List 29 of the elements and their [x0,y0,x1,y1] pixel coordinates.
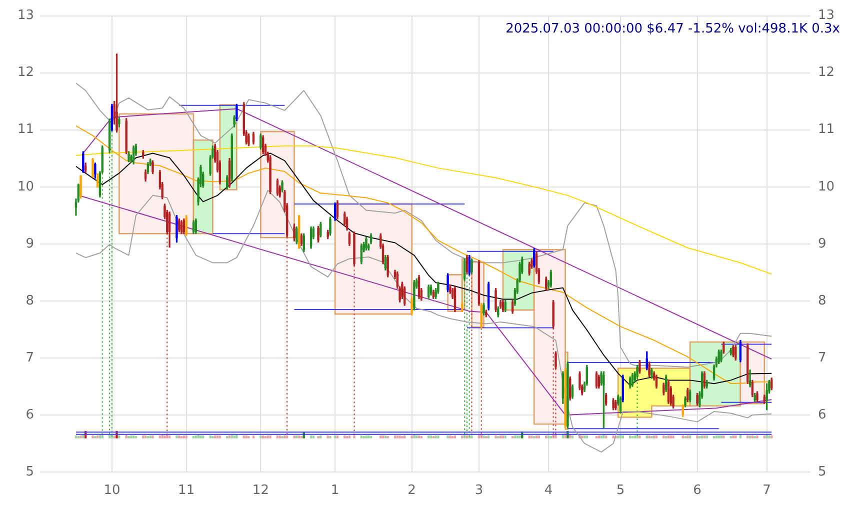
x-tick-label: 7 [762,483,771,498]
chart-title: 2025.07.03 00:00:00 $6.47 -1.52% vol:498.1K 0.3x [506,21,840,36]
y2-tick-label: 13 [818,8,835,24]
y2-tick-label: 9 [818,236,826,252]
y2-tick-label: 5 [818,464,826,480]
y2-tick-label: 6 [818,407,826,422]
y2-tick-label: 8 [818,293,826,308]
y-tick-label: 13 [17,8,34,24]
x-tick-label: 12 [252,483,269,498]
y2-tick-label: 7 [818,350,826,366]
y2-tick-label: 10 [818,179,835,194]
x-tick-label: 11 [178,483,195,498]
y-tick-label: 11 [17,122,34,138]
y-tick-label: 12 [17,65,34,80]
x-tick-label: 4 [544,483,553,498]
x-tick-label: 10 [104,483,120,498]
x-tick-label: 3 [474,483,484,498]
y2-tick-label: 11 [818,122,835,138]
y-tick-label: 6 [26,407,34,422]
y-tick-label: 5 [26,464,34,480]
x-tick-label: 6 [693,483,702,498]
x-tick-label: 5 [616,483,625,498]
y-tick-label: 8 [26,293,34,308]
x-tick-label: 2 [408,483,416,498]
y2-tick-label: 12 [818,65,835,80]
y-tick-label: 9 [26,236,34,252]
y-tick-label: 10 [17,179,34,194]
y-tick-label: 7 [26,350,34,366]
x-tick-label: 1 [330,483,340,498]
